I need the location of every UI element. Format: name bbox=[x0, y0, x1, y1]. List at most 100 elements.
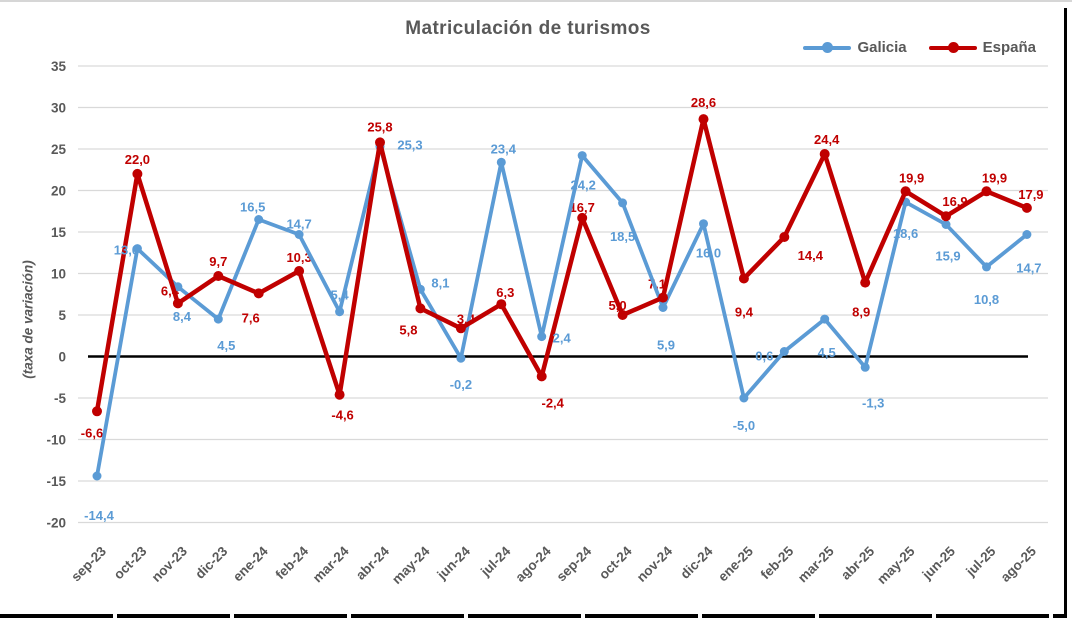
data-point-españa[interactable] bbox=[132, 168, 143, 179]
data-point-españa[interactable] bbox=[819, 149, 830, 159]
data-label-españa: 5,8 bbox=[399, 322, 417, 337]
x-tick-label: jun-25 bbox=[919, 543, 959, 583]
data-label-españa: 8,9 bbox=[852, 305, 870, 320]
data-label-españa: 10,3 bbox=[286, 250, 311, 265]
data-point-galicia[interactable] bbox=[456, 353, 466, 363]
data-point-españa[interactable] bbox=[92, 406, 102, 417]
data-label-españa: 28,6 bbox=[691, 95, 716, 110]
galicia-line-swatch bbox=[803, 42, 852, 53]
x-tick-label: may-25 bbox=[874, 543, 918, 587]
galicia-marker-icon bbox=[822, 42, 834, 53]
data-point-españa[interactable] bbox=[698, 114, 709, 125]
y-tick-label: 25 bbox=[51, 142, 67, 157]
data-point-españa[interactable] bbox=[900, 186, 911, 197]
series-line-galicia[interactable] bbox=[95, 144, 1029, 478]
x-tick-label: may-24 bbox=[389, 543, 433, 587]
data-label-galicia: 5,4 bbox=[331, 288, 350, 303]
data-point-españa[interactable] bbox=[617, 310, 628, 320]
data-label-españa: 6,3 bbox=[496, 285, 514, 300]
data-point-españa[interactable] bbox=[375, 137, 385, 148]
x-tick-label: sep-23 bbox=[68, 543, 109, 584]
data-point-españa[interactable] bbox=[536, 371, 547, 382]
data-point-galicia[interactable] bbox=[860, 362, 870, 372]
data-point-españa[interactable] bbox=[981, 186, 992, 197]
data-point-galicia[interactable] bbox=[618, 198, 628, 208]
x-tick-label: sep-24 bbox=[553, 543, 594, 584]
data-point-galicia[interactable] bbox=[577, 151, 587, 161]
data-label-galicia: 8,1 bbox=[431, 275, 449, 290]
x-tick-label: jun-24 bbox=[434, 543, 474, 583]
data-point-españa[interactable] bbox=[658, 292, 668, 303]
data-label-galicia: 14,7 bbox=[286, 217, 311, 232]
data-point-españa[interactable] bbox=[577, 212, 588, 223]
legend-item-galicia[interactable]: Galicia bbox=[803, 39, 907, 56]
data-point-galicia[interactable] bbox=[739, 393, 749, 403]
data-point-galicia[interactable] bbox=[537, 332, 547, 342]
data-label-españa: 25,8 bbox=[367, 119, 392, 134]
x-tick-label: mar-25 bbox=[795, 543, 837, 585]
right-border-line bbox=[1064, 8, 1067, 618]
data-point-galicia[interactable] bbox=[820, 314, 830, 324]
data-point-galicia[interactable] bbox=[254, 215, 264, 224]
data-point-españa[interactable] bbox=[213, 271, 224, 281]
x-tick-label: abr-24 bbox=[353, 543, 393, 583]
data-label-españa: 16,7 bbox=[570, 200, 595, 215]
data-point-españa[interactable] bbox=[294, 266, 305, 276]
data-label-españa: 22,0 bbox=[125, 152, 150, 167]
data-point-galicia[interactable] bbox=[982, 262, 991, 272]
x-tick-label: mar-24 bbox=[310, 543, 352, 585]
data-point-españa[interactable] bbox=[455, 323, 466, 334]
x-tick-label: dic-23 bbox=[192, 543, 231, 582]
data-label-galicia: -5,0 bbox=[733, 418, 755, 433]
data-label-galicia: 18,6 bbox=[893, 226, 918, 241]
data-point-galicia[interactable] bbox=[92, 471, 102, 481]
data-label-galicia: 23,4 bbox=[491, 141, 517, 156]
data-point-españa[interactable] bbox=[415, 303, 426, 314]
data-point-galicia[interactable] bbox=[1022, 230, 1032, 239]
y-tick-label: 5 bbox=[58, 308, 66, 323]
data-point-galicia[interactable] bbox=[779, 347, 789, 356]
data-label-galicia: 16,0 bbox=[696, 246, 721, 261]
data-point-galicia[interactable] bbox=[496, 157, 506, 167]
data-point-españa[interactable] bbox=[941, 211, 951, 222]
data-point-españa[interactable] bbox=[172, 298, 183, 309]
data-label-españa: 19,9 bbox=[899, 170, 924, 185]
data-label-españa: 14,4 bbox=[798, 248, 824, 263]
x-tick-label: jul-24 bbox=[477, 543, 514, 580]
data-label-galicia: 5,9 bbox=[657, 338, 675, 353]
data-label-españa: -2,4 bbox=[541, 395, 564, 410]
data-point-galicia[interactable] bbox=[699, 219, 708, 229]
y-tick-label: 20 bbox=[51, 184, 66, 199]
data-point-galicia[interactable] bbox=[213, 314, 223, 324]
data-point-españa[interactable] bbox=[496, 299, 507, 310]
x-tick-label: ago-25 bbox=[998, 543, 1040, 585]
data-label-galicia: -0,2 bbox=[450, 377, 472, 392]
data-point-galicia[interactable] bbox=[658, 303, 668, 312]
series-line-españa[interactable] bbox=[94, 116, 1030, 414]
data-label-españa: 9,4 bbox=[735, 305, 754, 320]
data-point-galicia[interactable] bbox=[941, 220, 951, 229]
x-tick-label: nov-23 bbox=[149, 543, 191, 585]
data-point-españa[interactable] bbox=[860, 277, 871, 288]
legend-label-galicia: Galicia bbox=[857, 39, 907, 56]
data-label-españa: -6,6 bbox=[81, 425, 103, 440]
data-point-españa[interactable] bbox=[738, 273, 749, 284]
data-label-galicia: 25,3 bbox=[397, 138, 422, 153]
x-tick-label: jul-25 bbox=[962, 543, 999, 580]
data-point-españa[interactable] bbox=[1021, 202, 1032, 213]
data-point-españa[interactable] bbox=[779, 232, 790, 242]
data-label-galicia: 8,4 bbox=[173, 309, 192, 324]
x-tick-label: dic-24 bbox=[677, 543, 716, 582]
data-point-galicia[interactable] bbox=[294, 230, 304, 239]
data-label-galicia: 15,9 bbox=[935, 249, 960, 264]
data-label-españa: 19,9 bbox=[982, 170, 1007, 185]
legend-item-espana[interactable]: España bbox=[928, 39, 1036, 56]
data-point-galicia[interactable] bbox=[132, 244, 142, 254]
data-label-galicia: 14,7 bbox=[1016, 261, 1041, 276]
data-point-españa[interactable] bbox=[253, 288, 264, 299]
data-point-españa[interactable] bbox=[334, 389, 345, 400]
data-label-galicia: 16,5 bbox=[240, 200, 265, 215]
data-point-galicia[interactable] bbox=[335, 307, 345, 317]
